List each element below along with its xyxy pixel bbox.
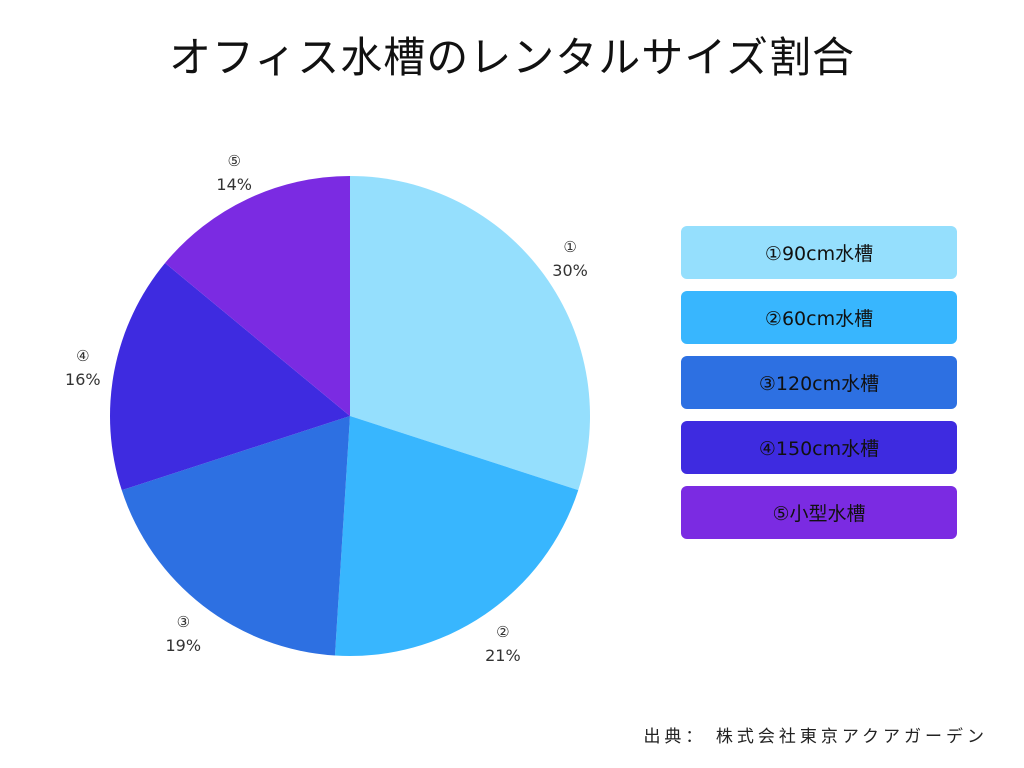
legend-label: ③120cm水槽 <box>758 373 880 395</box>
slice-marker-5: ⑤ <box>227 152 240 170</box>
slice-marker-4: ④ <box>76 347 89 365</box>
legend-item-2: ②60cm水槽 <box>681 291 957 344</box>
slice-marker-3: ③ <box>177 613 190 631</box>
pie-slice-5 <box>165 176 350 416</box>
pie-slice-2 <box>334 416 579 656</box>
slice-marker-1: ① <box>563 238 576 256</box>
legend-item-1: ①90cm水槽 <box>681 226 957 279</box>
legend-label: ④150cm水槽 <box>758 438 880 460</box>
pie-slice-4 <box>110 263 350 491</box>
legend-label: ②60cm水槽 <box>764 308 874 330</box>
pie-chart: ① 30% ② 21% ③ 19% ④ 16% ⑤ 14% <box>65 152 590 665</box>
source-note: 出典： 株式会社東京アクアガーデン <box>643 727 988 747</box>
pie-slice-1 <box>350 176 590 491</box>
slice-marker-2: ② <box>496 623 509 641</box>
slice-value-label-2: 21% <box>485 646 521 665</box>
slice-value-label-3: 19% <box>166 636 202 655</box>
legend-item-4: ④150cm水槽 <box>681 421 957 474</box>
legend-label: ⑤小型水槽 <box>772 503 866 525</box>
slice-value-label-1: 30% <box>552 261 588 280</box>
slice-value-label-5: 14% <box>216 175 252 194</box>
pie-slice-3 <box>121 416 351 656</box>
legend-item-3: ③120cm水槽 <box>681 356 957 409</box>
legend-item-5: ⑤小型水槽 <box>681 486 957 539</box>
slice-value-label-4: 16% <box>65 370 101 389</box>
legend-label: ①90cm水槽 <box>764 243 874 265</box>
chart-title: オフィス水槽のレンタルサイズ割合 <box>169 33 855 82</box>
legend: ①90cm水槽 ②60cm水槽 ③120cm水槽 ④150cm水槽 ⑤小型水槽 <box>681 226 957 551</box>
